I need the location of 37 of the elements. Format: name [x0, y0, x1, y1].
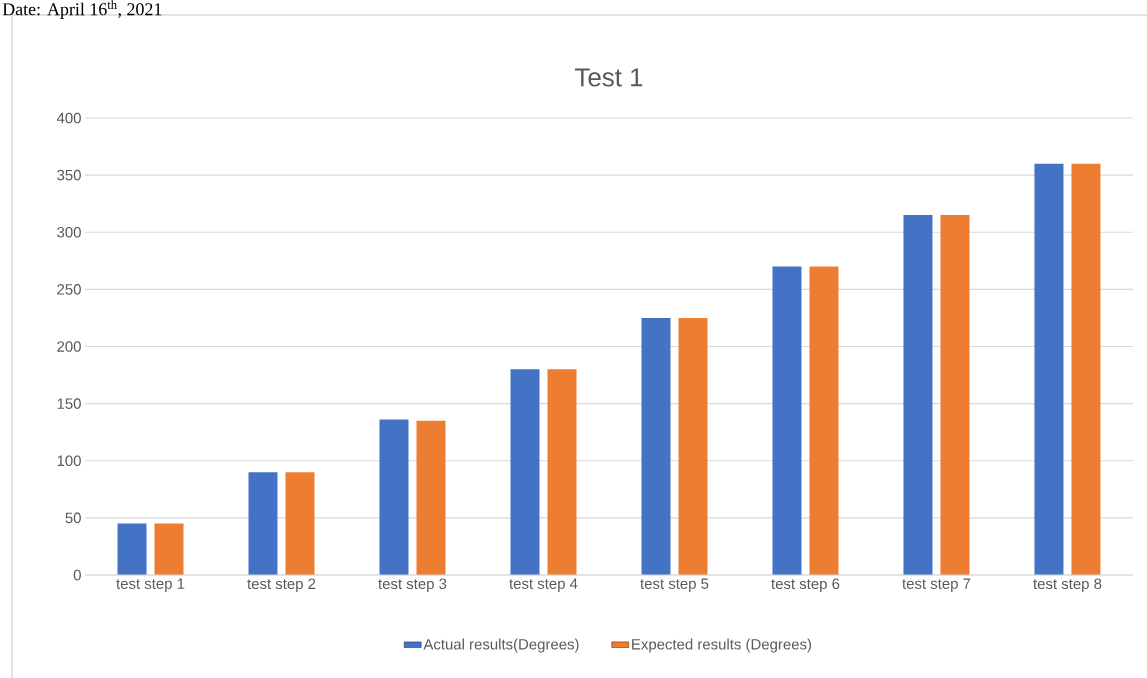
bar	[1034, 163, 1064, 575]
x-tick-label: test step 3	[378, 578, 447, 593]
y-tick-label: 300	[57, 226, 81, 238]
x-tick-label: test step 4	[509, 578, 578, 592]
y-tick-label: 50	[65, 512, 81, 524]
chart-title: Test 1	[575, 68, 643, 87]
y-tick-label: 250	[57, 284, 81, 295]
bar	[678, 317, 708, 575]
x-tick-label: test step 8	[1033, 578, 1102, 593]
y-tick-label: 400	[56, 112, 81, 124]
y-tick-label: 0	[73, 569, 81, 581]
legend-label: Expected results (Degrees)	[632, 638, 812, 653]
y-tick-label: 200	[57, 341, 81, 352]
bar	[248, 472, 278, 575]
bar	[285, 472, 315, 575]
bar	[510, 369, 540, 575]
y-tick-label: 150	[57, 398, 81, 409]
bar	[940, 215, 970, 575]
x-tick-label: test step 2	[247, 578, 316, 593]
bar	[154, 523, 184, 575]
y-tick-label: 350	[57, 169, 81, 181]
bar	[772, 266, 802, 575]
x-tick-label: test step 1	[116, 578, 185, 592]
x-tick-label: test step 6	[771, 578, 840, 593]
bar	[117, 523, 147, 575]
x-tick-label: test step 5	[640, 578, 709, 592]
y-tick-label: 100	[57, 455, 81, 467]
bar	[379, 419, 409, 575]
bar	[1071, 163, 1101, 575]
bar	[809, 266, 839, 575]
bar	[416, 420, 446, 575]
x-tick-label: test step 7	[902, 578, 971, 592]
legend-label: Actual results(Degrees)	[423, 638, 579, 653]
text: Date: April 16$^{th}$, 2021	[2, 0, 162, 19]
bar	[547, 369, 577, 575]
bar	[903, 215, 933, 575]
bar	[641, 317, 671, 575]
